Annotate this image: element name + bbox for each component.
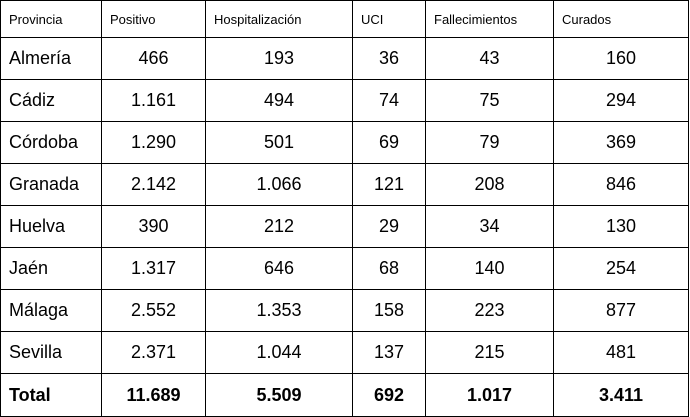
cell-hospitalizacion: 1.044 (205, 331, 353, 374)
cell-hospitalizacion: 494 (205, 79, 353, 122)
cell-positivo: 2.142 (101, 163, 206, 206)
col-header-curados: Curados (553, 0, 689, 38)
table-row: Málaga 2.552 1.353 158 223 877 (0, 289, 689, 332)
table-row: Jaén 1.317 646 68 140 254 (0, 247, 689, 290)
cell-uci: 68 (352, 247, 426, 290)
cell-fallecimientos: 140 (425, 247, 554, 290)
cell-fallecimientos: 79 (425, 121, 554, 164)
cell-uci: 69 (352, 121, 426, 164)
cell-hospitalizacion: 646 (205, 247, 353, 290)
cell-fallecimientos: 215 (425, 331, 554, 374)
cell-uci: 74 (352, 79, 426, 122)
cell-curados: 160 (553, 37, 689, 80)
cell-positivo: 390 (101, 205, 206, 248)
table-row: Sevilla 2.371 1.044 137 215 481 (0, 331, 689, 374)
cell-positivo: 2.552 (101, 289, 206, 332)
table-row: Granada 2.142 1.066 121 208 846 (0, 163, 689, 206)
table-row: Cádiz 1.161 494 74 75 294 (0, 79, 689, 122)
cell-curados: 369 (553, 121, 689, 164)
col-header-uci: UCI (352, 0, 426, 38)
total-hospitalizacion: 5.509 (205, 373, 353, 417)
cell-provincia: Córdoba (0, 121, 102, 164)
cell-uci: 158 (352, 289, 426, 332)
cell-curados: 481 (553, 331, 689, 374)
cell-hospitalizacion: 501 (205, 121, 353, 164)
total-row: Total 11.689 5.509 692 1.017 3.411 (0, 373, 689, 417)
cell-fallecimientos: 75 (425, 79, 554, 122)
cell-fallecimientos: 208 (425, 163, 554, 206)
cell-curados: 294 (553, 79, 689, 122)
cell-provincia: Jaén (0, 247, 102, 290)
total-curados: 3.411 (553, 373, 689, 417)
cell-provincia: Cádiz (0, 79, 102, 122)
cell-fallecimientos: 34 (425, 205, 554, 248)
cell-provincia: Granada (0, 163, 102, 206)
total-positivo: 11.689 (101, 373, 206, 417)
cell-curados: 130 (553, 205, 689, 248)
col-header-hospitalizacion: Hospitalización (205, 0, 353, 38)
cell-curados: 877 (553, 289, 689, 332)
total-label: Total (0, 373, 102, 417)
total-uci: 692 (352, 373, 426, 417)
cell-positivo: 2.371 (101, 331, 206, 374)
cell-provincia: Málaga (0, 289, 102, 332)
col-header-positivo: Positivo (101, 0, 206, 38)
cell-provincia: Almería (0, 37, 102, 80)
col-header-fallecimientos: Fallecimientos (425, 0, 554, 38)
cell-fallecimientos: 223 (425, 289, 554, 332)
cell-uci: 29 (352, 205, 426, 248)
table-row: Almería 466 193 36 43 160 (0, 37, 689, 80)
cell-positivo: 1.290 (101, 121, 206, 164)
cell-positivo: 1.317 (101, 247, 206, 290)
cell-provincia: Sevilla (0, 331, 102, 374)
cell-provincia: Huelva (0, 205, 102, 248)
cell-curados: 254 (553, 247, 689, 290)
header-row: Provincia Positivo Hospitalización UCI F… (0, 0, 689, 38)
cell-hospitalizacion: 1.353 (205, 289, 353, 332)
cell-uci: 121 (352, 163, 426, 206)
total-fallecimientos: 1.017 (425, 373, 554, 417)
table-row: Huelva 390 212 29 34 130 (0, 205, 689, 248)
cell-uci: 36 (352, 37, 426, 80)
cell-curados: 846 (553, 163, 689, 206)
cell-positivo: 466 (101, 37, 206, 80)
col-header-provincia: Provincia (0, 0, 102, 38)
cell-fallecimientos: 43 (425, 37, 554, 80)
cell-hospitalizacion: 1.066 (205, 163, 353, 206)
cell-hospitalizacion: 193 (205, 37, 353, 80)
cell-hospitalizacion: 212 (205, 205, 353, 248)
cell-positivo: 1.161 (101, 79, 206, 122)
cell-uci: 137 (352, 331, 426, 374)
table-row: Córdoba 1.290 501 69 79 369 (0, 121, 689, 164)
